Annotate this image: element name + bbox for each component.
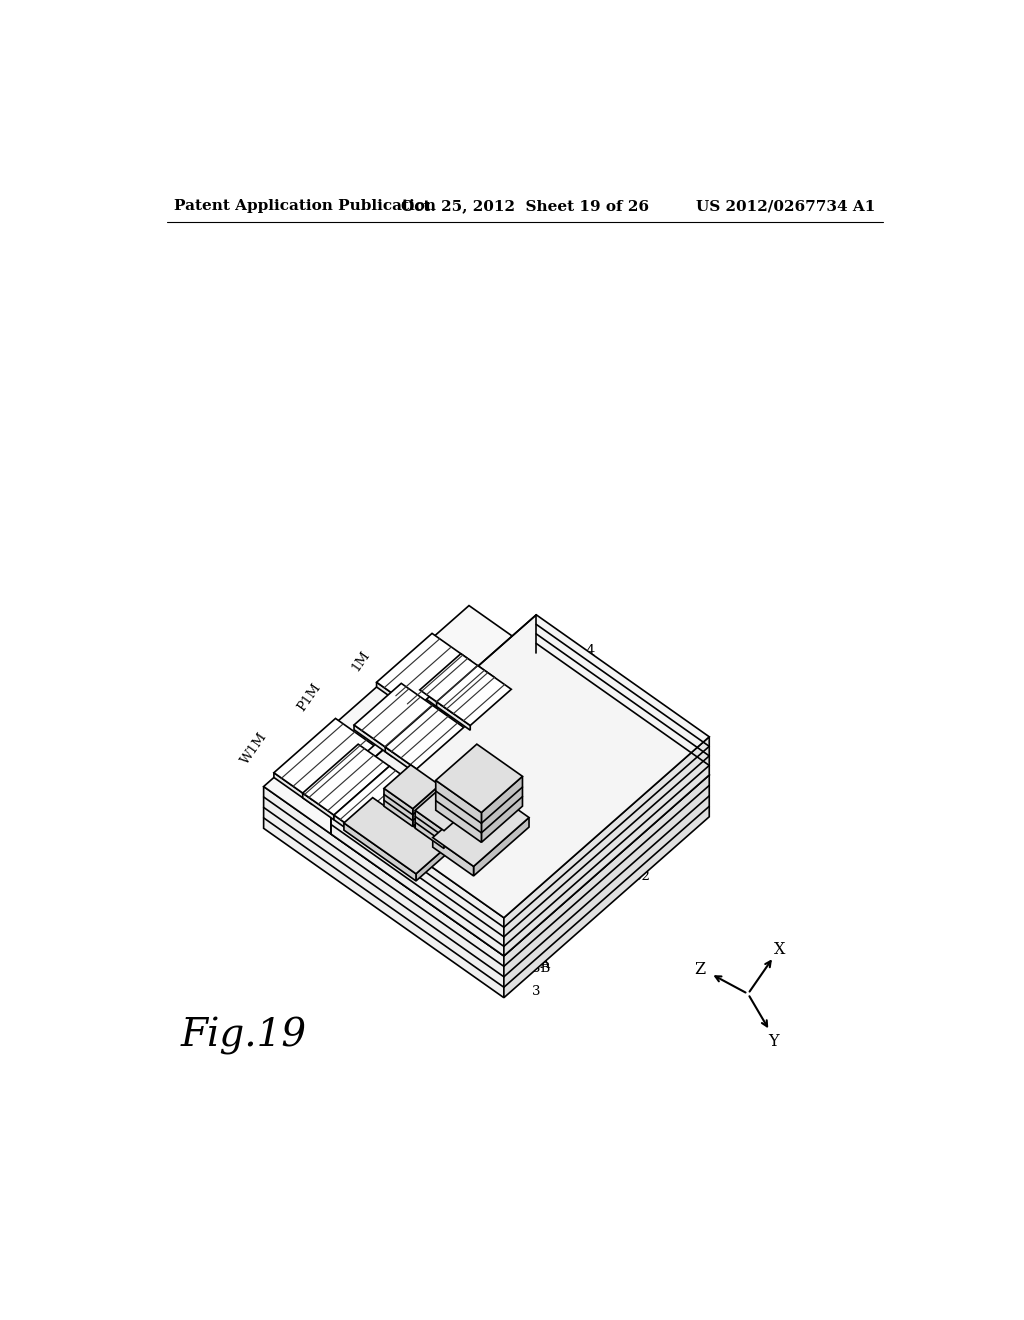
- Text: 4: 4: [586, 644, 595, 659]
- Text: W2: W2: [347, 797, 369, 810]
- Polygon shape: [444, 807, 471, 849]
- Text: X: X: [774, 941, 785, 958]
- Polygon shape: [273, 772, 312, 805]
- Polygon shape: [504, 737, 710, 956]
- Text: 3: 3: [615, 875, 625, 888]
- Polygon shape: [334, 766, 421, 837]
- Text: 1: 1: [384, 808, 392, 821]
- Polygon shape: [344, 797, 444, 874]
- Text: W1M: W1M: [239, 730, 270, 767]
- Polygon shape: [331, 615, 710, 917]
- Text: 10B(SH): 10B(SH): [569, 863, 624, 876]
- Text: 5B: 5B: [501, 822, 519, 836]
- Text: W2M: W2M: [383, 731, 419, 744]
- Text: 3: 3: [532, 986, 541, 998]
- Polygon shape: [433, 838, 473, 876]
- Polygon shape: [473, 817, 529, 876]
- Text: Oct. 25, 2012  Sheet 19 of 26: Oct. 25, 2012 Sheet 19 of 26: [400, 199, 649, 213]
- Text: Fig.19: Fig.19: [180, 1018, 307, 1055]
- Polygon shape: [384, 764, 439, 809]
- Text: 2: 2: [418, 830, 426, 843]
- Polygon shape: [436, 744, 522, 813]
- Polygon shape: [481, 776, 522, 842]
- Text: W1: W1: [316, 777, 339, 791]
- Polygon shape: [416, 849, 444, 880]
- Polygon shape: [436, 702, 470, 730]
- Polygon shape: [420, 653, 495, 714]
- Polygon shape: [263, 606, 710, 956]
- Text: Z: Z: [694, 961, 706, 978]
- Text: 2M: 2M: [469, 797, 492, 809]
- Text: P1M: P1M: [295, 681, 324, 714]
- Polygon shape: [384, 788, 413, 826]
- Polygon shape: [377, 634, 470, 709]
- Text: P2M: P2M: [433, 692, 464, 705]
- Text: Patent Application Publication: Patent Application Publication: [174, 199, 436, 213]
- Text: P2: P2: [422, 676, 439, 689]
- Polygon shape: [303, 793, 334, 820]
- Polygon shape: [415, 810, 444, 849]
- Text: 10A: 10A: [571, 875, 598, 888]
- Polygon shape: [436, 780, 481, 842]
- Text: Y: Y: [768, 1034, 779, 1051]
- Polygon shape: [504, 775, 710, 998]
- Polygon shape: [415, 787, 471, 830]
- Polygon shape: [344, 822, 416, 880]
- Polygon shape: [273, 718, 374, 800]
- Polygon shape: [385, 705, 464, 770]
- Text: 3A: 3A: [532, 957, 550, 970]
- Text: 10B1: 10B1: [615, 836, 650, 849]
- Polygon shape: [420, 690, 454, 718]
- Polygon shape: [331, 796, 504, 956]
- Polygon shape: [413, 785, 439, 826]
- Polygon shape: [433, 789, 529, 866]
- Text: P1: P1: [359, 704, 377, 717]
- Polygon shape: [385, 747, 417, 774]
- Polygon shape: [436, 665, 511, 726]
- Text: US 2012/0267734 A1: US 2012/0267734 A1: [695, 199, 876, 213]
- Polygon shape: [377, 682, 415, 714]
- Text: 1M: 1M: [349, 648, 373, 673]
- Text: 10B2: 10B2: [615, 870, 650, 883]
- Text: 5A: 5A: [364, 861, 381, 874]
- Text: 10: 10: [574, 836, 592, 849]
- Polygon shape: [303, 744, 389, 814]
- Text: 3B: 3B: [532, 962, 551, 975]
- Text: 10C: 10C: [571, 849, 599, 862]
- Polygon shape: [354, 725, 392, 756]
- Polygon shape: [334, 814, 366, 842]
- Polygon shape: [354, 684, 439, 752]
- Polygon shape: [263, 787, 504, 998]
